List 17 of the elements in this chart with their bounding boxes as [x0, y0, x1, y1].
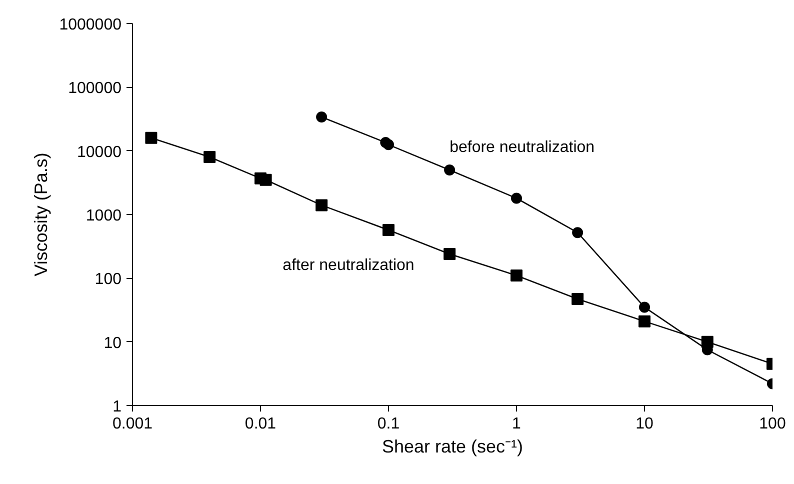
x-tick-label: 1	[512, 416, 522, 432]
y-tick-label: 10	[104, 334, 122, 352]
x-tick-label: 100	[759, 416, 786, 432]
x-tick-label: 0.1	[377, 416, 400, 432]
y-tick-label: 1000000	[59, 16, 122, 34]
x-tick-label: 0.01	[244, 416, 276, 432]
series-label: after neutralization	[282, 257, 414, 274]
y-tick-label: 1000	[86, 208, 122, 224]
x-axis-title: Shear rate (sec⁻¹)	[382, 436, 524, 456]
x-tick-label: 10	[636, 416, 654, 432]
x-tick-label: 0.001	[112, 416, 153, 432]
y-tick-label: 100	[94, 271, 122, 288]
y-tick-label: 1	[112, 398, 122, 416]
y-tick-label: 10000	[77, 144, 122, 161]
series-label: before neutralization	[450, 139, 595, 156]
y-tick-label: 100000	[68, 80, 122, 98]
y-axis-title: Viscosity (Pa.s)	[31, 152, 52, 276]
